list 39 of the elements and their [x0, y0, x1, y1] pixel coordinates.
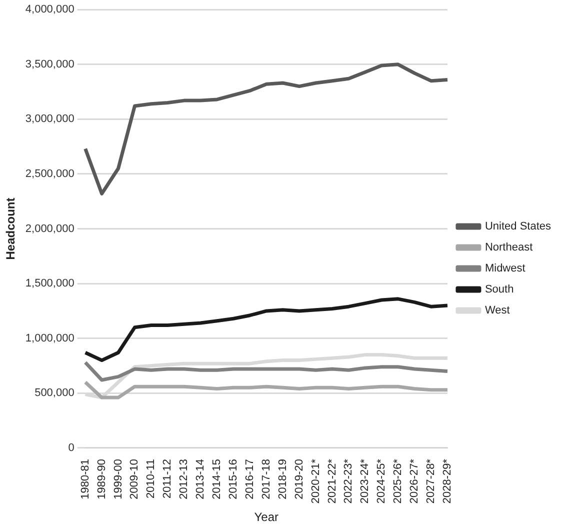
x-tick-label: 2016-17 — [244, 458, 256, 500]
x-tick-label: 2017-18 — [260, 458, 272, 500]
x-tick-label: 1989-90 — [96, 458, 108, 500]
x-tick-label: 2020-21* — [310, 458, 322, 504]
x-axis-title: Year — [254, 510, 279, 524]
x-tick-label: 2024-25* — [376, 458, 388, 504]
x-tick-label: 2019-20 — [293, 458, 306, 500]
legend-label: Northeast — [484, 242, 533, 254]
legend-label: Midwest — [484, 262, 526, 275]
y-tick-label: 500,000 — [34, 387, 74, 400]
x-tick-label: 2018-19 — [276, 458, 289, 500]
y-tick-label: 2,000,000 — [25, 222, 74, 235]
x-tick-label: 2022-23* — [342, 458, 355, 504]
x-tick-label: 2026-27* — [408, 458, 421, 504]
legend-label: West — [484, 304, 510, 317]
y-tick-label: 1,500,000 — [25, 278, 74, 290]
x-tick-label: 2011-12 — [162, 458, 174, 499]
x-tick-label: 2025-26* — [392, 458, 404, 504]
x-tick-label: 2009-10 — [128, 458, 141, 500]
x-tick-label: 2023-24* — [359, 458, 372, 504]
y-tick-label: 0 — [68, 442, 74, 454]
x-tick-label: 2010-11 — [145, 458, 158, 499]
x-tick-label: 2015-16 — [228, 458, 240, 500]
x-tick-label: 1999-00 — [112, 458, 124, 500]
x-tick-label: 2012-13 — [178, 458, 190, 500]
y-tick-label: 1,000,000 — [25, 332, 74, 344]
y-tick-label: 4,000,000 — [25, 4, 74, 16]
x-tick-label: 1980-81 — [79, 458, 92, 500]
x-tick-label: 2021-22* — [326, 458, 338, 504]
x-tick-label: 2013-14 — [194, 458, 207, 500]
legend-label: South — [484, 284, 514, 296]
y-tick-label: 3,000,000 — [25, 113, 74, 126]
legend-label: United States — [484, 220, 552, 233]
y-tick-label: 3,500,000 — [25, 58, 74, 70]
x-tick-label: 2027-28* — [425, 458, 438, 504]
x-tick-label: 2028-29* — [441, 458, 454, 504]
y-tick-label: 2,500,000 — [25, 168, 74, 180]
y-axis-title: Headcount — [4, 198, 18, 260]
x-tick-label: 2014-15 — [211, 458, 224, 500]
